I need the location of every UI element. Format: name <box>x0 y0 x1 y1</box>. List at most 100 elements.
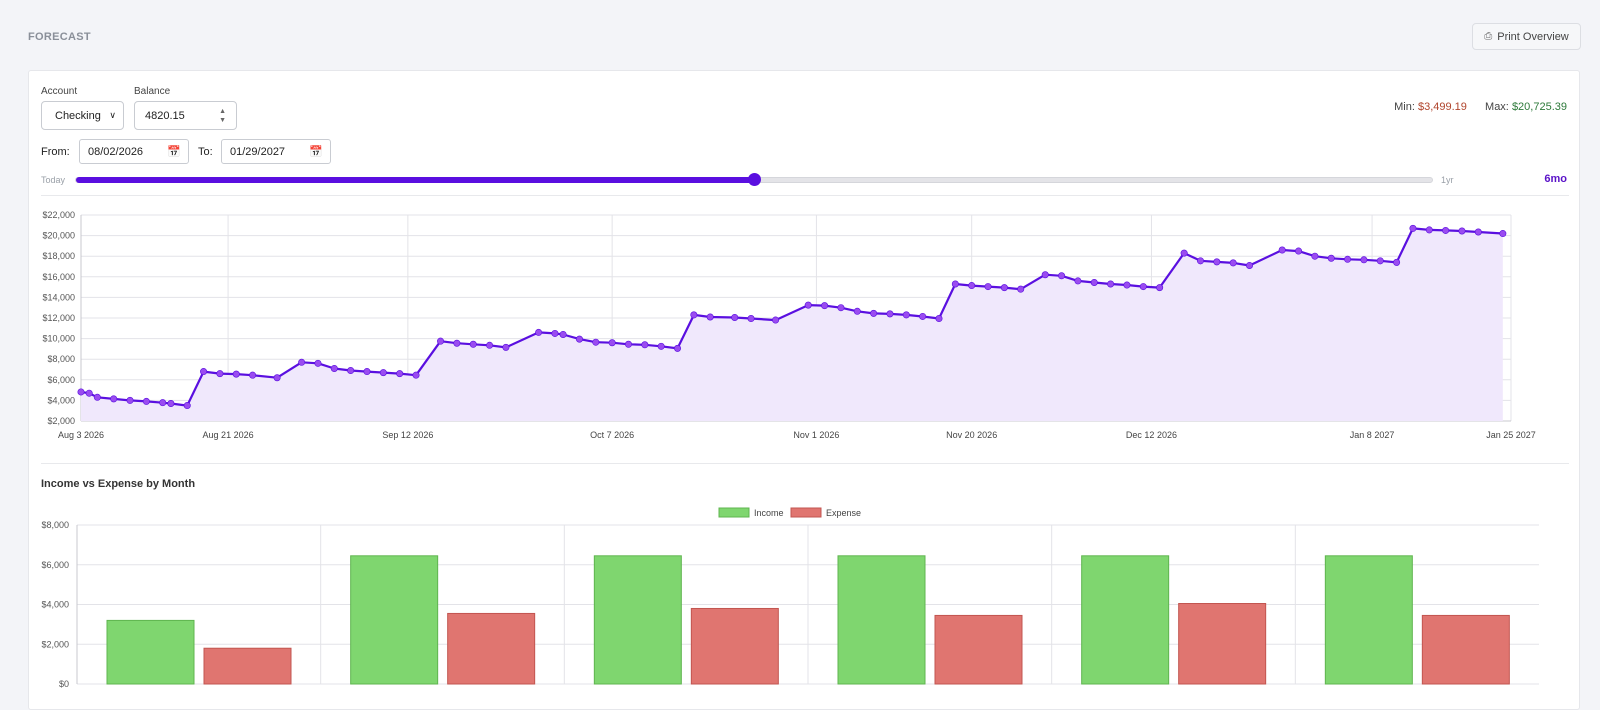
to-date-input[interactable]: 01/29/2027 📅 <box>221 139 331 164</box>
data-point <box>502 343 510 351</box>
data-point <box>1327 254 1335 262</box>
data-point <box>902 311 910 319</box>
calendar-icon[interactable]: 📅 <box>167 146 181 158</box>
data-point <box>984 283 992 291</box>
data-point <box>347 367 355 375</box>
data-point <box>330 364 338 372</box>
data-point <box>1360 256 1368 264</box>
x-tick-label: Oct 7 2026 <box>590 430 634 440</box>
data-point <box>85 389 93 397</box>
data-point <box>1474 228 1482 236</box>
data-point <box>804 301 812 309</box>
print-overview-button[interactable]: ⎙ Print Overview <box>1472 23 1581 50</box>
min-label: Min: <box>1394 101 1415 113</box>
data-point <box>1156 284 1164 292</box>
y-tick-label: $8,000 <box>41 520 69 530</box>
data-point <box>747 315 755 323</box>
legend-swatch <box>790 507 822 518</box>
y-tick-label: $2,000 <box>41 639 69 649</box>
income-expense-chart: Income Expense $0 $2,000 $4,000 $6,000 $8,000 <box>41 507 1539 689</box>
data-point <box>1499 230 1507 238</box>
y-tick-label: $20,000 <box>42 231 75 241</box>
data-point <box>919 312 927 320</box>
min-max-summary: Min: $3,499.19 Max: $20,725.39 <box>1394 101 1567 113</box>
data-point <box>273 374 281 382</box>
data-point <box>1229 259 1237 267</box>
data-point <box>1278 246 1286 254</box>
y-tick-label: $6,000 <box>47 375 75 385</box>
data-point <box>1058 272 1066 280</box>
data-point <box>1139 283 1147 291</box>
data-point <box>1393 258 1401 266</box>
y-tick-label: $14,000 <box>42 292 75 302</box>
calendar-icon[interactable]: 📅 <box>309 146 323 158</box>
data-point <box>232 370 240 378</box>
data-point <box>772 316 780 324</box>
y-tick-label: $4,000 <box>47 395 75 405</box>
data-point <box>1344 255 1352 263</box>
data-point <box>183 402 191 410</box>
data-point <box>641 341 649 349</box>
account-select[interactable]: Checking ∨ <box>41 101 124 130</box>
x-tick-label: Nov 20 2026 <box>946 430 997 440</box>
data-point <box>1107 280 1115 288</box>
x-tick-label: Nov 1 2026 <box>793 430 839 440</box>
data-point <box>1074 277 1082 285</box>
data-point <box>216 370 224 378</box>
account-label: Account <box>41 86 78 97</box>
balance-stepper[interactable]: ▲ ▼ <box>219 108 226 124</box>
expense-bar <box>1178 603 1267 685</box>
y-tick-label: $12,000 <box>42 313 75 323</box>
expense-bar <box>690 607 779 685</box>
data-point <box>159 399 167 407</box>
income-bar <box>593 555 682 685</box>
data-point <box>437 337 445 345</box>
data-point <box>1180 249 1188 257</box>
legend-label: Income <box>754 508 784 518</box>
data-point <box>1213 258 1221 266</box>
area-fill <box>81 228 1503 421</box>
x-tick-label: Sep 12 2026 <box>382 430 433 440</box>
range-slider-thumb[interactable] <box>748 173 761 186</box>
data-point <box>821 302 829 310</box>
data-point <box>1090 278 1098 286</box>
data-point <box>1041 271 1049 279</box>
balance-input[interactable]: 4820.15 ▲ ▼ <box>134 101 237 130</box>
from-label: From: <box>41 146 70 158</box>
data-point <box>608 339 616 347</box>
data-point <box>886 310 894 318</box>
data-point <box>1409 224 1417 232</box>
y-tick-label: $10,000 <box>42 334 75 344</box>
data-point <box>853 307 861 315</box>
y-tick-label: $0 <box>59 679 69 689</box>
y-tick-label: $6,000 <box>41 560 69 570</box>
income-bar <box>350 555 439 685</box>
data-point <box>396 370 404 378</box>
data-point <box>200 368 208 376</box>
data-point <box>837 304 845 312</box>
data-point <box>657 342 665 350</box>
balance-label: Balance <box>134 86 171 97</box>
account-select-value: Checking <box>55 109 101 122</box>
income-bar <box>106 619 195 685</box>
forecast-card: Account Checking ∨ Balance 4820.15 ▲ ▼ Mi… <box>28 70 1580 710</box>
data-point <box>77 388 85 396</box>
range-start-label: Today <box>41 175 66 185</box>
range-slider-fill <box>76 177 755 183</box>
data-point <box>1295 247 1303 255</box>
data-point <box>1376 257 1384 265</box>
from-date-input[interactable]: 08/02/2026 📅 <box>79 139 189 164</box>
x-tick-label: Dec 12 2026 <box>1126 430 1177 440</box>
data-point <box>1442 226 1450 234</box>
data-point <box>469 340 477 348</box>
page-title: FORECAST <box>28 31 91 43</box>
data-point <box>690 311 698 319</box>
data-point <box>624 340 632 348</box>
to-date-value: 01/29/2027 <box>230 145 286 158</box>
data-point <box>110 395 118 403</box>
data-point <box>298 358 306 366</box>
x-tick-label: Aug 3 2026 <box>58 430 104 440</box>
data-point <box>363 368 371 376</box>
data-point <box>249 371 257 379</box>
x-tick-label: Jan 25 2027 <box>1486 430 1536 440</box>
